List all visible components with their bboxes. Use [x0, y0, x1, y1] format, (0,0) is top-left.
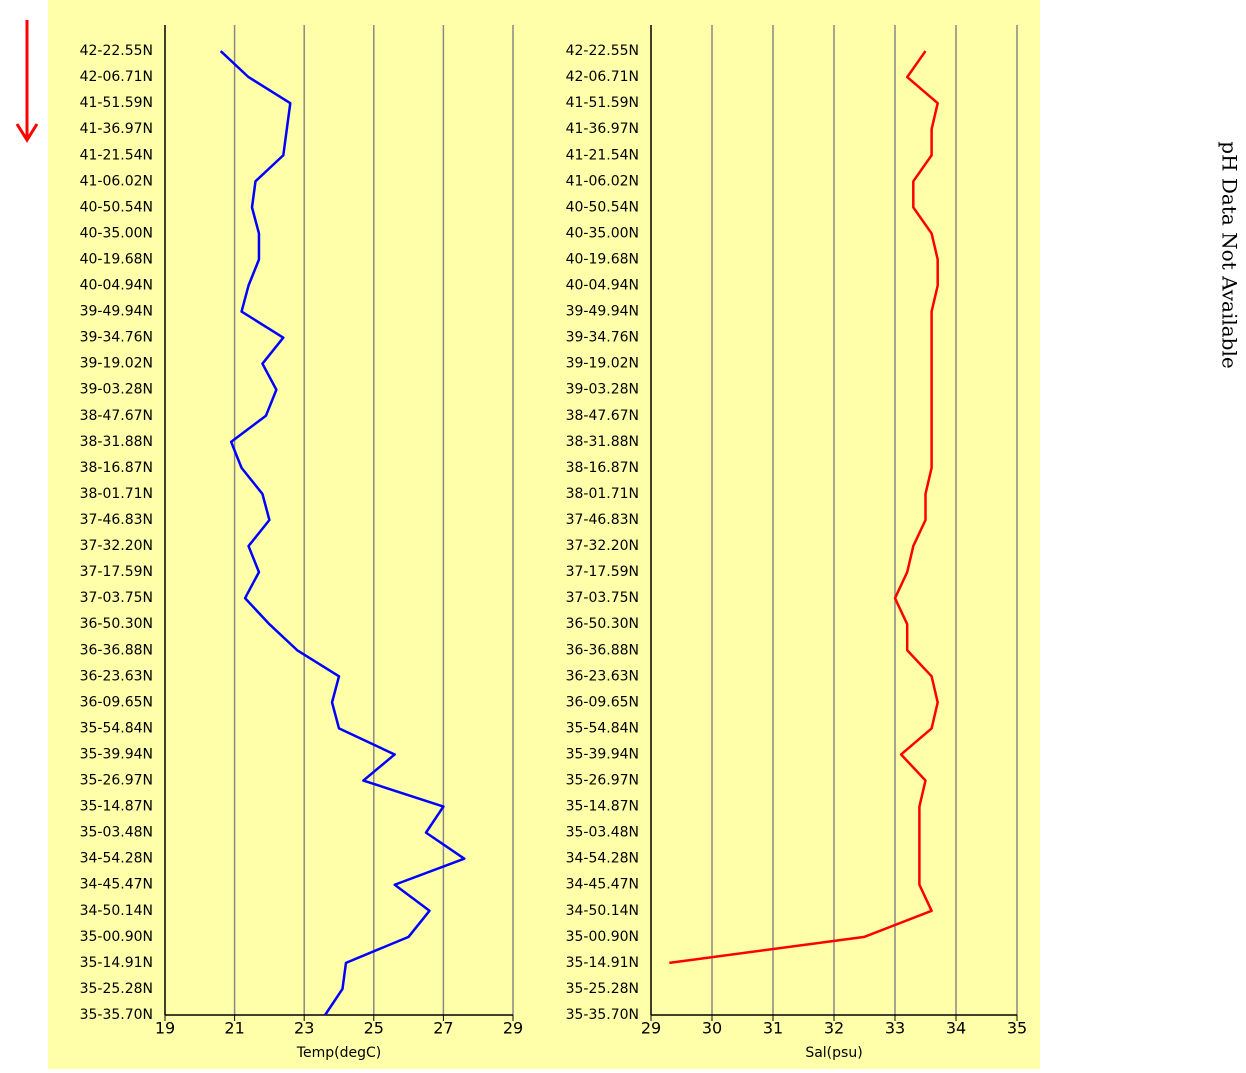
y-tick-label: 36-09.65N: [566, 694, 639, 710]
y-tick-label: 40-50.54N: [80, 199, 153, 215]
y-tick-label: 42-22.55N: [80, 43, 153, 59]
y-tick-label: 35-14.91N: [566, 955, 639, 971]
y-tick-label: 37-32.20N: [566, 538, 639, 554]
y-tick-label: 41-36.97N: [80, 121, 153, 137]
y-tick-label: 41-21.54N: [80, 147, 153, 163]
data-line: [219, 50, 466, 1016]
y-tick-label: 36-36.88N: [80, 642, 153, 658]
y-tick-label: 39-19.02N: [566, 356, 639, 372]
y-tick-label: 38-31.88N: [566, 434, 639, 450]
y-tick-label: 35-54.84N: [80, 720, 153, 736]
y-tick-label: 37-17.59N: [566, 564, 639, 580]
y-tick-label: 35-26.97N: [566, 773, 639, 789]
ph-note: pH Data Not Available: [1218, 141, 1242, 368]
data-line: [669, 50, 939, 965]
y-tick-label: 34-54.28N: [80, 851, 153, 867]
y-tick-label: 38-01.71N: [566, 486, 639, 502]
x-tick-label: 33: [885, 1019, 905, 1038]
y-tick-label: 36-50.30N: [566, 616, 639, 632]
y-tick-label: 34-45.47N: [566, 877, 639, 893]
y-tick-label: 38-01.71N: [80, 486, 153, 502]
x-tick-label: 27: [433, 1019, 453, 1038]
y-tick-label: 40-50.54N: [566, 199, 639, 215]
y-tick-label: 38-16.87N: [80, 460, 153, 476]
x-tick-label: 29: [641, 1019, 661, 1038]
y-tick-label: 37-17.59N: [80, 564, 153, 580]
y-tick-label: 41-06.02N: [566, 173, 639, 189]
y-tick-label: 35-03.48N: [80, 825, 153, 841]
x-tick-label: 30: [702, 1019, 722, 1038]
y-tick-label: 39-03.28N: [566, 382, 639, 398]
y-tick-label: 40-35.00N: [566, 225, 639, 241]
y-tick-label: 35-14.87N: [566, 799, 639, 815]
y-tick-label: 35-03.48N: [566, 825, 639, 841]
y-tick-label: 35-00.90N: [80, 929, 153, 945]
y-tick-label: 35-26.97N: [80, 773, 153, 789]
y-tick-label: 34-50.14N: [80, 903, 153, 919]
arrow-head: [15, 123, 39, 143]
y-tick-label: 42-22.55N: [566, 43, 639, 59]
x-tick-label: 23: [294, 1019, 314, 1038]
y-tick-label: 37-46.83N: [566, 512, 639, 528]
y-tick-label: 40-19.68N: [566, 251, 639, 267]
panel-background: [48, 0, 1040, 1069]
y-tick-label: 40-04.94N: [566, 278, 639, 294]
y-tick-label: 41-51.59N: [80, 95, 153, 111]
y-tick-label: 41-21.54N: [566, 147, 639, 163]
x-axis-title: Sal(psu): [805, 1045, 862, 1061]
y-tick-label: 38-16.87N: [566, 460, 639, 476]
y-tick-label: 40-04.94N: [80, 278, 153, 294]
y-tick-label: 35-39.94N: [80, 746, 153, 762]
y-tick-label: 35-25.28N: [566, 981, 639, 997]
y-tick-label: 34-54.28N: [566, 851, 639, 867]
y-tick-label: 35-39.94N: [566, 746, 639, 762]
y-tick-label: 36-23.63N: [80, 668, 153, 684]
y-tick-label: 39-49.94N: [80, 304, 153, 320]
y-tick-label: 35-54.84N: [566, 720, 639, 736]
y-tick-label: 35-14.91N: [80, 955, 153, 971]
y-tick-label: 40-19.68N: [80, 251, 153, 267]
y-tick-label: 36-36.88N: [566, 642, 639, 658]
y-tick-label: 34-45.47N: [80, 877, 153, 893]
x-tick-label: 19: [155, 1019, 175, 1038]
y-tick-label: 35-14.87N: [80, 799, 153, 815]
y-tick-label: 42-06.71N: [80, 69, 153, 85]
y-tick-label: 35-35.70N: [566, 1007, 639, 1023]
x-tick-label: 21: [224, 1019, 244, 1038]
y-tick-label: 41-51.59N: [566, 95, 639, 111]
x-tick-label: 29: [503, 1019, 523, 1038]
y-tick-label: 42-06.71N: [566, 69, 639, 85]
y-tick-label: 37-46.83N: [80, 512, 153, 528]
y-tick-label: 35-00.90N: [566, 929, 639, 945]
y-tick-label: 39-49.94N: [566, 304, 639, 320]
y-tick-label: 41-06.02N: [80, 173, 153, 189]
y-tick-label: 39-19.02N: [80, 356, 153, 372]
y-tick-label: 39-34.76N: [80, 330, 153, 346]
y-tick-label: 37-03.75N: [80, 590, 153, 606]
y-tick-label: 34-50.14N: [566, 903, 639, 919]
y-tick-label: 40-35.00N: [80, 225, 153, 241]
y-tick-label: 39-34.76N: [566, 330, 639, 346]
x-tick-label: 31: [763, 1019, 783, 1038]
y-tick-label: 39-03.28N: [80, 382, 153, 398]
x-tick-label: 25: [364, 1019, 384, 1038]
y-tick-label: 35-35.70N: [80, 1007, 153, 1023]
x-tick-label: 34: [946, 1019, 966, 1038]
y-tick-label: 41-36.97N: [566, 121, 639, 137]
y-tick-label: 36-50.30N: [80, 616, 153, 632]
y-tick-label: 36-09.65N: [80, 694, 153, 710]
y-tick-label: 38-47.67N: [80, 408, 153, 424]
y-tick-label: 36-23.63N: [566, 668, 639, 684]
x-axis-title: Temp(degC): [296, 1045, 381, 1061]
y-tick-label: 37-03.75N: [566, 590, 639, 606]
x-tick-label: 32: [824, 1019, 844, 1038]
y-tick-label: 37-32.20N: [80, 538, 153, 554]
y-tick-label: 38-31.88N: [80, 434, 153, 450]
y-tick-label: 35-25.28N: [80, 981, 153, 997]
x-tick-label: 35: [1007, 1019, 1027, 1038]
y-tick-label: 38-47.67N: [566, 408, 639, 424]
